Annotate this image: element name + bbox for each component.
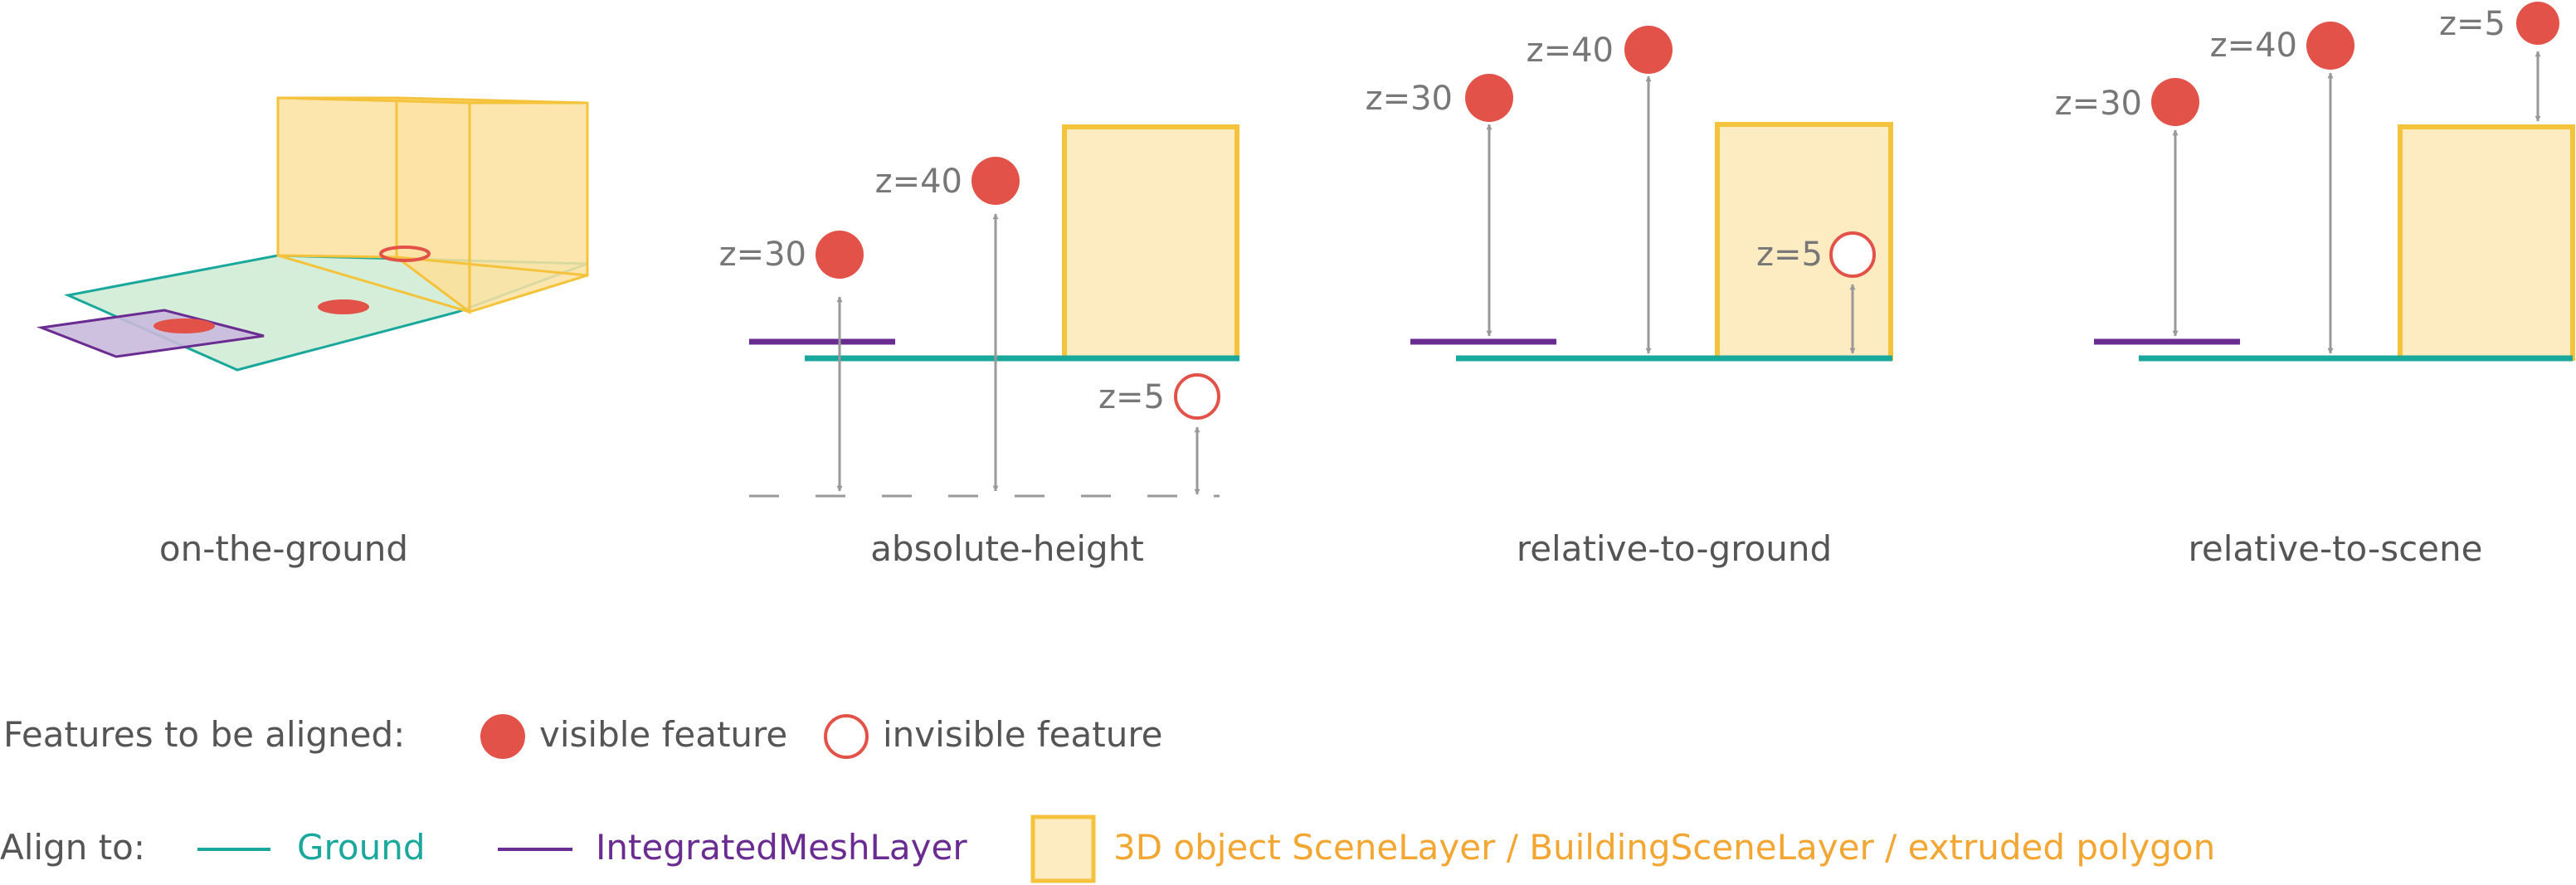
visible-feature [2516, 2, 2559, 45]
legend-visible-label: visible feature [539, 714, 787, 755]
legend-invisible-label: invisible feature [883, 714, 1163, 755]
visible-feature [2306, 22, 2354, 70]
panel-relative-to-scene: z=30 z=40 z=5 relative-to-scene [2055, 2, 2575, 569]
panel-relative-to-ground: z=30 z=40 z=5 relative-to-ground [1366, 26, 1893, 569]
legend-features-title: Features to be aligned: [3, 714, 405, 755]
visible-feature [1624, 26, 1673, 74]
visible-feature [816, 231, 864, 279]
visible-feature-on-ground [318, 299, 369, 314]
z-label: z=30 [1366, 80, 1453, 118]
z-label: z=5 [1756, 236, 1823, 274]
invisible-feature-in-box [379, 246, 431, 262]
visible-feature [971, 157, 1020, 205]
panel-caption: on-the-ground [159, 528, 408, 569]
legend-ground-label: Ground [297, 827, 426, 868]
legend-scene-label: 3D object SceneLayer / BuildingSceneLaye… [1113, 827, 2215, 868]
legend-align-title: Align to: [0, 827, 145, 868]
invisible-feature-swatch [824, 714, 869, 759]
panel-on-the-ground: on-the-ground [37, 96, 589, 569]
visible-feature [1465, 74, 1513, 122]
legend: Features to be aligned: visible feature … [0, 714, 2215, 883]
z-label: z=40 [875, 163, 962, 201]
panel-caption: relative-to-ground [1517, 528, 1832, 569]
panel-absolute-height: z=30 z=40 z=5 absolute-height [719, 124, 1239, 569]
visible-feature-swatch [480, 714, 525, 759]
z-label: z=5 [1098, 378, 1165, 416]
building [2398, 124, 2575, 361]
visible-feature-on-mesh [153, 319, 215, 333]
invisible-feature [1829, 231, 1876, 278]
z-label: z=40 [2210, 27, 2297, 65]
scene-swatch [1030, 814, 1096, 883]
legend-mesh-label: IntegratedMeshLayer [596, 827, 967, 868]
z-label: z=5 [2439, 5, 2505, 43]
invisible-feature [1174, 373, 1220, 420]
panel-caption: relative-to-scene [2189, 528, 2483, 569]
building [1062, 124, 1239, 361]
z-label: z=30 [2055, 85, 2142, 123]
panel-caption: absolute-height [870, 528, 1144, 569]
z-label: z=40 [1527, 32, 1614, 70]
visible-feature [2151, 78, 2199, 126]
z-label: z=30 [719, 236, 806, 274]
